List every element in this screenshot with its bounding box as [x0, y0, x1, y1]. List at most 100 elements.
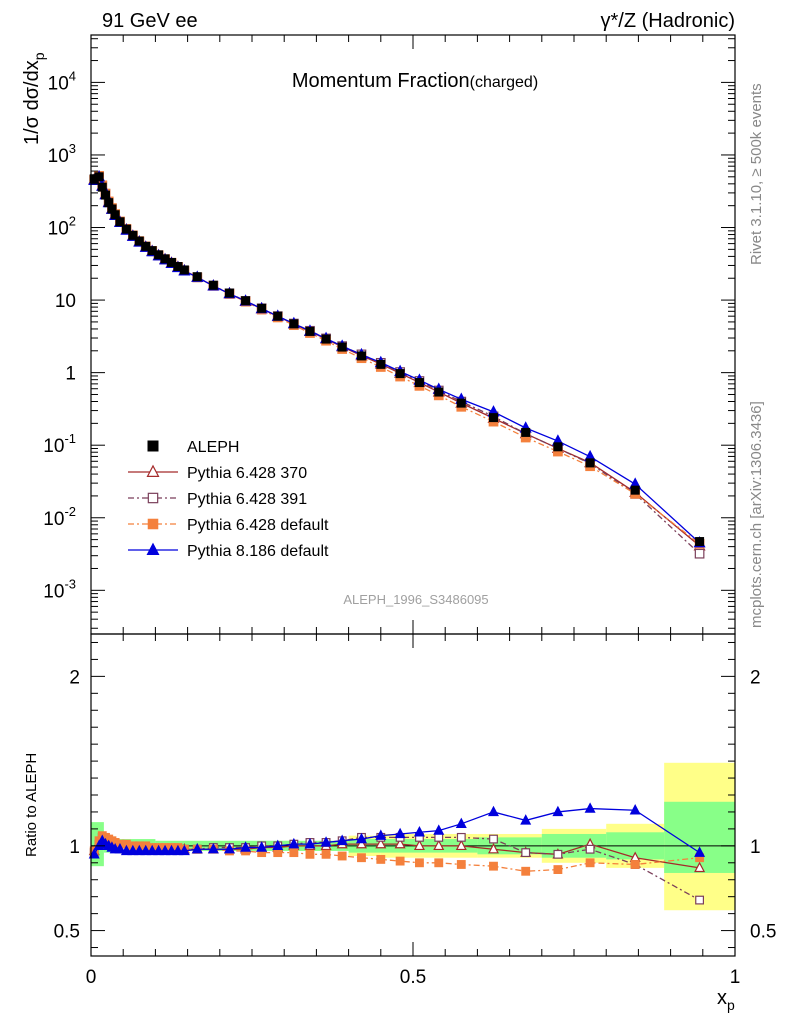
- main-panel-series: [88, 170, 706, 559]
- y-axis-label: 1/σ dσ/dxp: [21, 52, 47, 145]
- legend-marker: [146, 464, 160, 477]
- aleph-data-point: [257, 303, 267, 313]
- y-tick-label: 104: [48, 68, 76, 94]
- aleph-data-point: [208, 280, 218, 290]
- series-4-ratio-point: [336, 834, 348, 845]
- aleph-data-point: [489, 413, 498, 423]
- y-tick-label-base: 10: [48, 73, 69, 94]
- y-tick-label-base: 10: [55, 291, 76, 312]
- series-4-ratio-point: [584, 802, 596, 813]
- series-4-ratio-point: [178, 844, 190, 856]
- series-4-ratio-point: [120, 844, 132, 856]
- aleph-data-point: [585, 458, 595, 468]
- aleph-data-point: [141, 241, 151, 251]
- series-2-ratio-line: [93, 836, 700, 901]
- legend-label: Pythia 8.186 default: [187, 543, 329, 560]
- y-tick-label: 10-3: [43, 576, 76, 602]
- series-4-ratio-point: [146, 844, 158, 856]
- series-1-ratio-point: [488, 842, 499, 854]
- series-4-ratio-point: [552, 805, 564, 817]
- series-4-ratio-point: [140, 844, 152, 856]
- aleph-data-point: [100, 190, 110, 200]
- y-tick-label-base: 10: [48, 146, 69, 167]
- series-3-ratio-point: [415, 858, 424, 868]
- series-1-ratio-point: [375, 837, 387, 849]
- series-4-ratio-point: [375, 829, 387, 840]
- series-3-ratio-point: [585, 858, 595, 868]
- ratio-y-tick-label: 2: [69, 667, 80, 688]
- aleph-data-point: [192, 272, 202, 282]
- aleph-data-point: [456, 398, 466, 408]
- ratio-y-tick-label-right: 0.5: [750, 922, 776, 943]
- series-3-ratio-point: [289, 848, 299, 858]
- aleph-data-point: [395, 369, 405, 379]
- y-tick-label-exp: 2: [69, 214, 76, 229]
- series-4-main-line: [93, 175, 701, 544]
- x-tick-label: 0.5: [400, 967, 426, 988]
- ratio-y-tick-label: 1: [69, 837, 80, 858]
- aleph-data-point: [434, 387, 444, 397]
- series-1-ratio-point: [433, 839, 445, 851]
- x-tick-label: 0: [86, 967, 97, 988]
- header-left: 91 GeV ee: [102, 10, 198, 32]
- series-4-ratio-point: [304, 837, 316, 849]
- aleph-data-point: [121, 224, 131, 234]
- legend-label: Pythia 6.428 391: [187, 491, 307, 508]
- analysis-tag: ALEPH_1996_S3486095: [343, 592, 488, 607]
- aleph-data-point: [173, 262, 183, 272]
- aleph-data-point: [289, 319, 299, 329]
- aleph-data-point: [521, 427, 531, 437]
- series-3-ratio-point: [321, 849, 331, 859]
- aleph-data-point: [414, 378, 424, 388]
- x-axis-label-main: x: [717, 987, 727, 1009]
- series-1-main-line: [93, 175, 700, 547]
- series-4-ratio-point: [223, 842, 235, 854]
- series-2-ratio-point: [553, 849, 563, 859]
- x-axis-label: xp: [717, 987, 735, 1013]
- aleph-data-point: [337, 342, 347, 352]
- series-1-ratio-point: [694, 861, 706, 873]
- series-3-ratio-point: [434, 858, 444, 868]
- x-axis-label-sub: p: [727, 997, 735, 1013]
- aleph-data-point: [94, 172, 104, 182]
- aleph-data-point: [128, 230, 138, 240]
- series-4-ratio-point: [240, 841, 252, 852]
- series-3-ratio-point: [630, 860, 640, 869]
- legend: ALEPH Pythia 6.428 370 Pythia 6.428 391 Pyt…: [128, 439, 329, 560]
- series-4-ratio-point: [394, 827, 406, 839]
- ratio-y-tick-label-right: 1: [750, 837, 761, 858]
- series-1-ratio-point: [394, 837, 406, 849]
- ratio-panel-series: [88, 802, 706, 905]
- series-4-ratio-point: [172, 844, 184, 856]
- rivet-version-label: Rivet 3.1.10, ≥ 500k events: [748, 83, 765, 265]
- aleph-data-point: [630, 485, 640, 495]
- series-3-ratio-point: [337, 851, 347, 861]
- ratio-panel-frame: [90, 633, 736, 957]
- y-tick-label-base: 1: [65, 364, 76, 385]
- series-4-ratio-point: [272, 839, 284, 851]
- y-tick-label-base: 10: [48, 219, 69, 240]
- uncertainty-bands: [91, 762, 735, 911]
- ratio-y-tick-label-right: 2: [750, 667, 761, 688]
- aleph-data-point: [147, 246, 157, 256]
- mcplots-label: mcplots.cern.ch [arXiv:1306.3436]: [748, 401, 765, 628]
- series-4-ratio-point: [159, 844, 171, 856]
- aleph-data-point: [110, 210, 120, 220]
- series-4-ratio-point: [88, 848, 100, 859]
- legend-label: ALEPH: [187, 439, 239, 456]
- series-2-ratio-point: [585, 844, 595, 854]
- series-4-ratio-point: [256, 841, 268, 852]
- chart-title-main: Momentum Fraction: [292, 70, 470, 92]
- series-4-ratio-point: [355, 832, 367, 844]
- aleph-data-point: [179, 265, 189, 275]
- aleph-data-point: [115, 217, 125, 227]
- legend-label: Pythia 6.428 370: [187, 465, 307, 482]
- chart-title-suffix: (charged): [470, 74, 538, 91]
- aleph-data-point: [376, 359, 386, 369]
- series-4-ratio-point: [207, 842, 219, 854]
- y-tick-label-exp: 3: [69, 141, 76, 156]
- aleph-data-point: [107, 204, 117, 214]
- aleph-data-point: [553, 442, 563, 452]
- y-tick-label-exp: 4: [69, 68, 76, 83]
- series-3-ratio-point: [376, 854, 386, 864]
